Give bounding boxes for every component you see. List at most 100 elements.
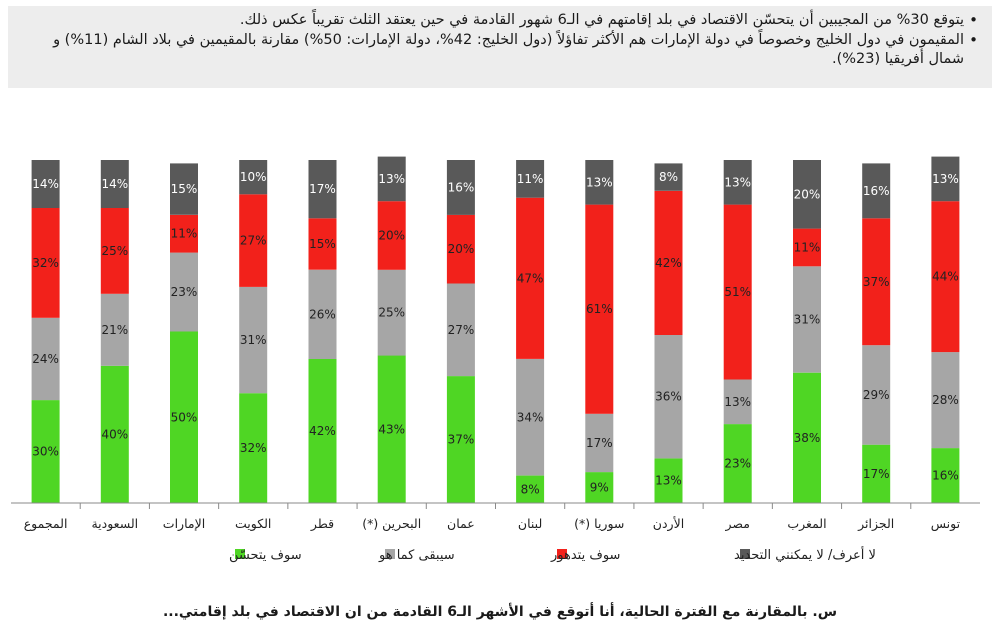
summary-bullet-2: المقيمون في دول الخليج وخصوصاً في دولة ا… (20, 31, 978, 69)
data-label: 11% (171, 227, 198, 241)
data-label: 37% (863, 275, 890, 289)
category-tick-label: المجموع (24, 516, 68, 532)
summary-bullet-1: يتوقع 30% من المجيبين أن يتحسّن الاقتصاد… (20, 11, 978, 30)
category-tick-label: مصر (724, 516, 749, 532)
data-label: 8% (521, 482, 540, 496)
bar-segment-improve (377, 355, 406, 503)
survey-question-footnote: س. بالمقارنة مع الفترة الحالية، أنا أتوق… (162, 604, 838, 620)
bar-segment-improve (516, 475, 545, 503)
data-label: 23% (171, 285, 198, 299)
category-tick-label: تونس (931, 516, 961, 532)
data-label: 8% (659, 170, 678, 184)
bar-segment-same (793, 266, 821, 373)
bar-segment-worse (793, 228, 821, 267)
data-label: 25% (378, 306, 405, 320)
data-label: 20% (794, 187, 821, 201)
summary-list: يتوقع 30% من المجيبين أن يتحسّن الاقتصاد… (20, 11, 980, 69)
bar-segment-same (170, 252, 198, 332)
data-label: 23% (724, 457, 751, 471)
data-label: 26% (309, 307, 336, 321)
data-label: 44% (932, 270, 959, 284)
legend-label-improve: سوف يتحسّن (229, 548, 302, 563)
data-label: 61% (586, 302, 613, 316)
bar-segment-dontknow (31, 160, 60, 208)
data-label: 10% (240, 170, 267, 184)
bar-segment-improve (446, 376, 475, 503)
category-tick-label: الأردن (653, 516, 684, 532)
data-label: 29% (863, 388, 890, 402)
data-label: 15% (309, 237, 336, 251)
data-label: 31% (240, 333, 267, 347)
bar-segment-same (308, 269, 337, 359)
legend-label-same: سيبقى كما هو (378, 548, 455, 563)
bar-segment-worse (170, 214, 198, 253)
bar-segment-same (723, 379, 752, 425)
bar-segment-dontknow (170, 163, 198, 215)
legend-swatch-improve (235, 549, 245, 559)
bar-segment-dontknow (516, 160, 545, 198)
bar-segment-worse (100, 208, 129, 294)
bar-segment-dontknow (793, 160, 821, 229)
category-tick-label: الإمارات (163, 516, 205, 532)
data-label: 34% (517, 410, 544, 424)
data-label: 43% (378, 422, 405, 436)
category-tick-label: المغرب (787, 516, 826, 532)
bar-segment-improve (308, 358, 337, 503)
category-tick-label: السعودية (91, 516, 138, 532)
bar-segment-dontknow (654, 163, 683, 191)
bar-segment-improve (170, 331, 198, 503)
bar-segment-same (446, 283, 475, 377)
legend-swatch-dontknow (740, 549, 750, 559)
data-label: 16% (863, 184, 890, 198)
bar-segment-dontknow (446, 160, 475, 215)
bar-segment-same (862, 345, 891, 445)
data-label: 47% (517, 271, 544, 285)
data-label: 27% (448, 323, 475, 337)
bar-segment-improve (100, 365, 129, 503)
data-label: 11% (517, 172, 544, 186)
data-label: 16% (448, 180, 475, 194)
bar-segment-worse (931, 201, 960, 353)
data-label: 36% (655, 390, 682, 404)
category-tick-label: الكويت (235, 516, 271, 532)
data-label: 15% (171, 182, 198, 196)
data-label: 17% (586, 436, 613, 450)
bar-segment-worse (239, 194, 268, 287)
data-label: 13% (378, 172, 405, 186)
category-tick-label: لبنان (518, 516, 542, 531)
bar-segment-dontknow (862, 163, 891, 219)
bar-segment-worse (585, 204, 614, 414)
bar-segment-dontknow (308, 160, 337, 219)
category-tick-label: عمان (447, 516, 475, 531)
data-label: 37% (448, 433, 475, 447)
stacked-bar-chart: 30% 24% 32% 14% المجموع 40% 21% 25% 14% السعودية 5… (11, 156, 980, 563)
bar-segment-improve (585, 472, 614, 503)
summary-box: يتوقع 30% من المجيبين أن يتحسّن الاقتصاد… (8, 6, 992, 88)
data-label: 17% (863, 467, 890, 481)
bar-segment-dontknow (377, 156, 406, 202)
data-label: 20% (448, 242, 475, 256)
category-tick-label: قطر (310, 516, 334, 532)
category-tick-label: الجزائر (857, 516, 894, 532)
bar-segment-worse (31, 208, 60, 318)
data-label: 51% (724, 285, 751, 299)
bar-segment-improve (31, 400, 60, 503)
data-label: 42% (309, 424, 336, 438)
data-label: 32% (240, 441, 267, 455)
data-label: 28% (932, 393, 959, 407)
data-label: 13% (724, 175, 751, 189)
bar-segment-same (654, 334, 683, 459)
data-label: 17% (309, 182, 336, 196)
legend-swatch-same (385, 549, 395, 559)
bar-segment-dontknow (931, 156, 960, 202)
data-label: 27% (240, 234, 267, 248)
data-label: 30% (32, 445, 59, 459)
bar-segment-dontknow (100, 160, 129, 208)
bar-segment-worse (723, 204, 752, 380)
category-tick-label: سوريا (*) (574, 516, 624, 532)
bar-segment-dontknow (585, 160, 614, 205)
category-tick-label: البحرين (*) (362, 516, 421, 532)
bar-segment-same (31, 317, 60, 401)
data-label: 14% (101, 177, 128, 191)
bar-segment-improve (793, 372, 821, 503)
